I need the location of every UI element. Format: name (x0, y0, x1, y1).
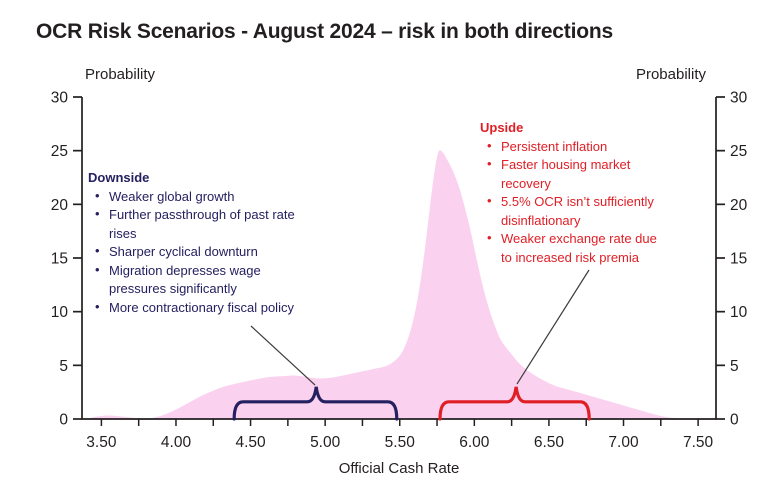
y-tick-label-right: 0 (730, 411, 739, 428)
y-tick-label-left: 15 (51, 250, 68, 267)
upside-title: Upside (480, 120, 524, 135)
upside-bullet-item: • 5.5% OCR isn’t sufficiently disinflatio… (480, 193, 671, 230)
bullet-icon: • (95, 187, 100, 203)
y-tick-label-left: 25 (51, 143, 68, 160)
upside-bullet-item: • Persistent inflation (480, 138, 671, 157)
x-tick-label: 3.50 (86, 434, 117, 451)
y-axis-label-left: Probability (85, 66, 156, 83)
bullet-icon: • (95, 206, 100, 221)
bullet-icon: • (487, 137, 492, 153)
bullet-text: 5.5% OCR isn’t sufficiently disinflation… (501, 194, 654, 228)
x-tick-label: 5.00 (310, 434, 341, 451)
downside-title: Downside (88, 170, 150, 185)
bullet-text: Weaker global growth (109, 188, 235, 204)
downside-annotation: Downside • Weaker global growth • Further p… (88, 169, 316, 317)
x-tick-label: 4.00 (161, 434, 192, 451)
bullet-text: Weaker exchange rate due to increased ri… (501, 231, 657, 265)
downside-brace (232, 386, 399, 421)
downside-bullet-item: • Migration depresses wage pressures sign… (88, 262, 316, 299)
bullet-icon: • (487, 230, 492, 245)
y-tick-label-right: 30 (730, 89, 748, 106)
x-tick-label: 6.00 (459, 434, 490, 451)
bullet-text: Migration depresses wage pressures signi… (109, 262, 261, 297)
upside-annotation: Upside • Persistent inflation • Faster hous… (480, 119, 671, 267)
upside-connector-line (516, 269, 590, 385)
upside-brace (438, 386, 591, 421)
bullet-text: Persistent inflation (501, 138, 608, 154)
bullet-text: More contractionary fiscal policy (109, 299, 294, 315)
bullet-text: Faster housing market recovery (501, 157, 631, 191)
y-tick-label-left: 0 (59, 411, 68, 428)
x-tick-label: 7.50 (683, 434, 714, 451)
y-tick-label-right: 10 (730, 304, 748, 321)
x-tick-label: 4.50 (235, 434, 266, 451)
y-tick-label-left: 30 (51, 89, 69, 106)
bullet-text: Further passthrough of past rate rises (109, 207, 295, 241)
upside-bullet-item: • Faster housing market recovery (480, 156, 671, 193)
downside-bullet-item: • More contractionary fiscal policy (88, 299, 316, 318)
downside-list: • Weaker global growth • Further passthroug… (88, 188, 316, 318)
bullet-text: Sharper cyclical downturn (109, 244, 258, 259)
downside-bullet-item: • Sharper cyclical downturn (88, 243, 316, 262)
chart-title: OCR Risk Scenarios - August 2024 – risk … (36, 20, 613, 43)
bullet-icon: • (487, 156, 492, 171)
bullet-icon: • (487, 193, 492, 208)
downside-connector-line (250, 325, 316, 386)
upside-list: • Persistent inflation • Faster housing mar… (480, 138, 671, 268)
y-tick-label-right: 25 (730, 143, 747, 160)
upside-bullet-item: • Weaker exchange rate due to increased r… (480, 230, 671, 267)
y-axis-label-right: Probability (635, 66, 706, 83)
bullet-icon: • (95, 261, 100, 277)
x-axis-label: Official Cash Rate (338, 460, 460, 477)
x-tick-label: 7.00 (608, 434, 639, 451)
y-tick-label-left: 5 (59, 358, 68, 375)
y-tick-label-left: 20 (51, 197, 69, 214)
x-tick-label: 6.50 (534, 434, 565, 451)
y-tick-label-right: 5 (730, 358, 739, 375)
downside-bullet-item: • Weaker global growth (88, 188, 316, 207)
downside-bullet-item: • Further passthrough of past rate rises (88, 206, 316, 243)
y-tick-label-left: 10 (51, 304, 69, 321)
x-tick-label: 5.50 (385, 434, 416, 451)
y-tick-label-right: 20 (730, 197, 748, 214)
y-tick-label-right: 15 (730, 250, 747, 267)
bullet-icon: • (95, 243, 100, 258)
bullet-icon: • (95, 298, 100, 314)
